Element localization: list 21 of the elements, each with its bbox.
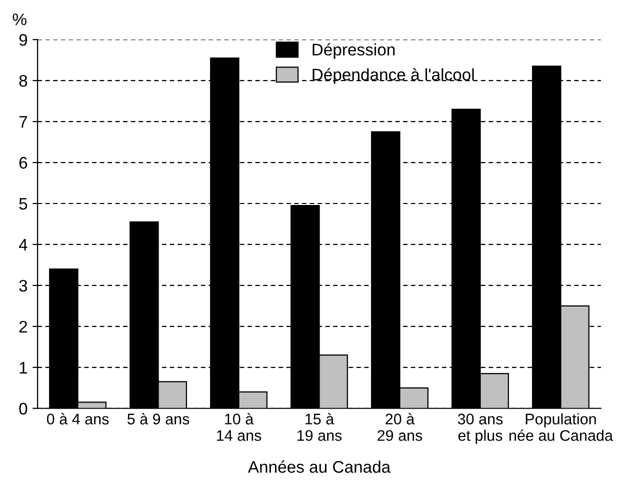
x-tick-label: 30 ans et plus [458, 414, 503, 444]
x-tick-label: 10 à 14 ans [217, 413, 262, 441]
y-tick-label: 4 [18, 239, 28, 251]
y-tick-label: 0 [19, 402, 28, 415]
x-tick-label: 5 à 9 ans [127, 413, 190, 424]
x-tick-label: 0 à 4 ans [46, 413, 109, 424]
legend-label: Dépendance à l'alcool [312, 68, 474, 84]
y-axis-title: % [12, 14, 26, 26]
x-axis-title: Années au Canada [248, 460, 391, 473]
y-tick-label: 9 [19, 34, 28, 46]
y-tick-label: 3 [19, 280, 28, 292]
legend-label: Dépression [312, 43, 395, 59]
x-tick-label: Population née au Canada [509, 413, 613, 441]
y-tick-label: 8 [19, 74, 28, 87]
y-tick-label: 2 [19, 320, 27, 332]
y-tick-label: 7 [19, 116, 27, 128]
y-tick-label: 5 [19, 198, 28, 210]
y-tick-label: 6 [19, 156, 28, 169]
x-tick-label: 15 à 19 ans [297, 413, 342, 441]
y-tick-label: 1 [20, 362, 28, 374]
x-tick-label: 20 à 29 ans [378, 413, 422, 441]
